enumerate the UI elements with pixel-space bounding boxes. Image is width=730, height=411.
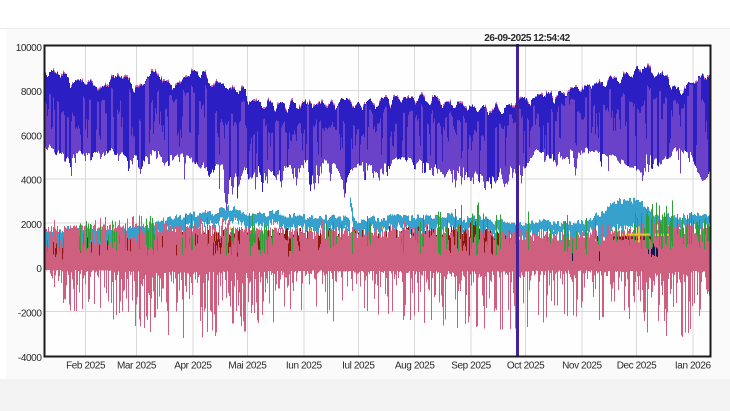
svg-text:Nov 2025: Nov 2025: [562, 361, 602, 372]
svg-text:Aug 2025: Aug 2025: [395, 361, 435, 372]
svg-text:Apr 2025: Apr 2025: [174, 361, 212, 372]
svg-text:4000: 4000: [21, 176, 42, 187]
svg-text:2000: 2000: [21, 220, 42, 231]
svg-text:Mai 2025: Mai 2025: [228, 361, 267, 372]
svg-text:Iun 2025: Iun 2025: [286, 361, 323, 372]
svg-text:0: 0: [36, 264, 42, 275]
svg-text:Feb 2025: Feb 2025: [66, 361, 106, 372]
svg-text:Sep 2025: Sep 2025: [451, 361, 491, 372]
svg-text:Mar 2025: Mar 2025: [117, 361, 157, 372]
svg-text:10000: 10000: [16, 43, 43, 54]
svg-text:6000: 6000: [21, 131, 42, 142]
svg-text:Dec 2025: Dec 2025: [617, 361, 657, 372]
svg-text:-4000: -4000: [18, 353, 42, 364]
svg-text:26-09-2025 12:54:42: 26-09-2025 12:54:42: [484, 33, 570, 44]
svg-text:Oct 2025: Oct 2025: [507, 361, 545, 372]
svg-text:-2000: -2000: [18, 309, 42, 320]
svg-text:Ian 2026: Ian 2026: [675, 361, 712, 372]
svg-text:Iul 2025: Iul 2025: [342, 361, 375, 372]
svg-text:8000: 8000: [21, 87, 42, 98]
